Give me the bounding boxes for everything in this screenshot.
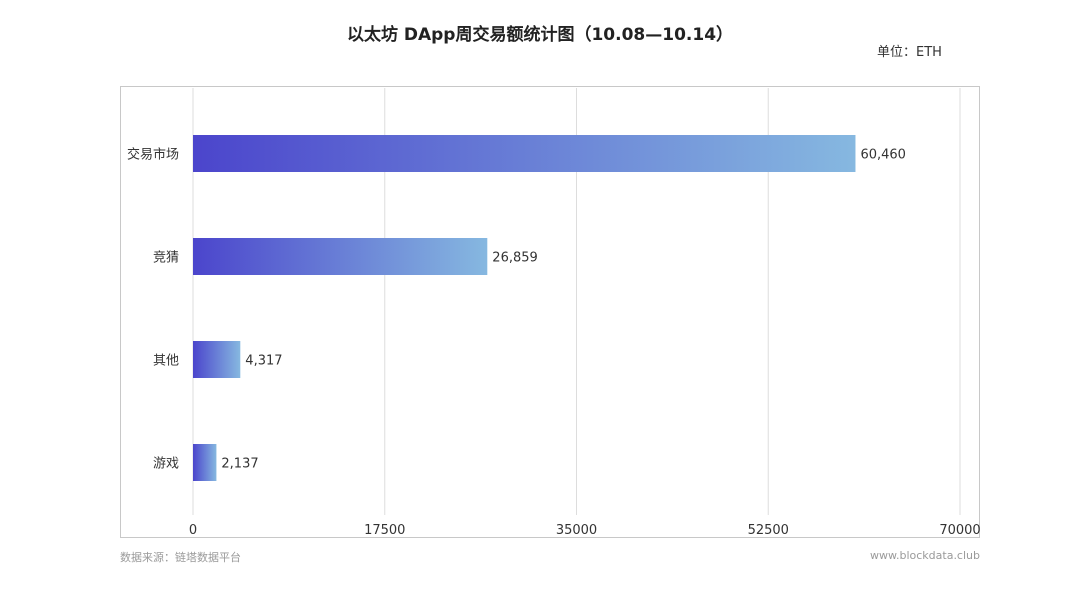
category-label: 游戏 (153, 457, 179, 472)
category-label: 竞猜 (153, 250, 179, 266)
bar (193, 444, 217, 481)
chart-title: 以太坊 DApp周交易额统计图（10.08—10.14） (346, 25, 734, 45)
x-tick-label: 52500 (748, 523, 789, 538)
value-label: 60,460 (860, 148, 906, 163)
plot-frame (120, 86, 980, 538)
value-label: 4,317 (245, 354, 282, 369)
x-tick-label: 0 (189, 523, 197, 538)
bar (193, 341, 241, 378)
value-label: 26,859 (492, 251, 538, 266)
x-tick-label: 70000 (939, 523, 980, 538)
category-label: 其他 (153, 354, 179, 369)
unit-label: 单位：ETH (877, 45, 942, 60)
data-source-label: 数据来源：链塔数据平台 (120, 551, 241, 564)
x-tick-label: 35000 (556, 523, 597, 538)
category-label: 交易市场 (127, 147, 179, 163)
value-label: 2,137 (221, 457, 258, 472)
x-tick-label: 17500 (364, 523, 405, 538)
website-label: www.blockdata.club (870, 549, 980, 562)
bar (193, 238, 488, 275)
bar (193, 135, 856, 172)
